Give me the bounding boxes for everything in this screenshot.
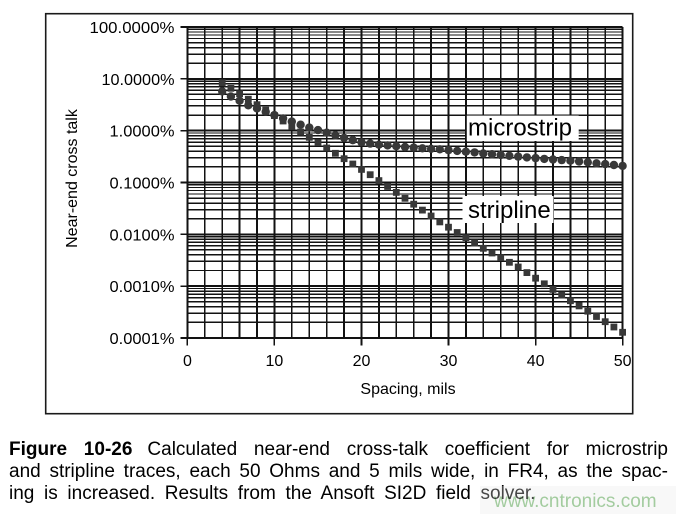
svg-text:microstrip: microstrip (468, 114, 572, 141)
svg-text:0: 0 (183, 353, 192, 370)
svg-text:40: 40 (527, 353, 545, 370)
svg-text:stripline: stripline (468, 197, 551, 224)
svg-text:0.1000%: 0.1000% (110, 176, 175, 193)
svg-text:50: 50 (614, 353, 632, 370)
svg-text:20: 20 (353, 353, 371, 370)
svg-text:0.0001%: 0.0001% (110, 331, 175, 348)
svg-text:10: 10 (266, 353, 284, 370)
svg-text:0.0100%: 0.0100% (110, 227, 175, 244)
svg-text:1.0000%: 1.0000% (110, 124, 175, 141)
svg-text:Spacing, mils: Spacing, mils (360, 381, 455, 398)
svg-text:30: 30 (440, 353, 458, 370)
svg-text:100.0000%: 100.0000% (90, 20, 175, 37)
svg-text:Near-end cross talk: Near-end cross talk (64, 108, 81, 248)
svg-text:0.0010%: 0.0010% (110, 279, 175, 296)
svg-text:10.0000%: 10.0000% (102, 72, 175, 89)
